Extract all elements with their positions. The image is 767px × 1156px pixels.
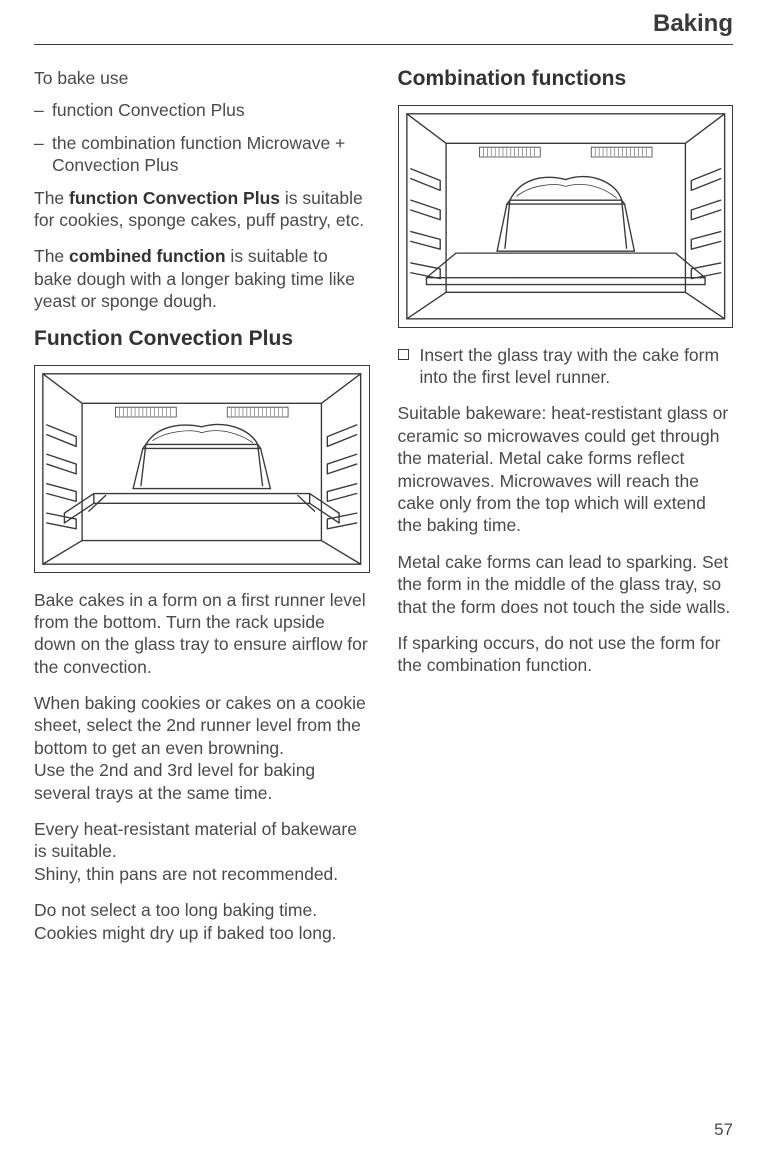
paragraph: Suitable bakeware: heat-restistant glass…	[398, 402, 734, 536]
paragraph: Every heat-resistant material of bakewar…	[34, 818, 370, 885]
oven-illustration-convection	[35, 366, 369, 572]
step-item: Insert the glass tray with the cake form…	[398, 344, 734, 389]
paragraph: The combined function is suitable to bak…	[34, 245, 370, 312]
text-bold: function Convection Plus	[69, 188, 280, 208]
left-column: To bake use function Convection Plus the…	[34, 67, 370, 958]
text-bold: combined function	[69, 246, 226, 266]
figure-convection-oven	[34, 365, 370, 573]
paragraph: Do not select a too long baking time. Co…	[34, 899, 370, 944]
paragraph: Metal cake forms can lead to sparking. S…	[398, 551, 734, 618]
text-run: The	[34, 188, 69, 208]
content-columns: To bake use function Convection Plus the…	[34, 67, 733, 958]
section-heading-combination: Combination functions	[398, 67, 734, 91]
figure-combination-oven	[398, 105, 734, 328]
paragraph: Bake cakes in a form on a first runner l…	[34, 589, 370, 679]
step-list: Insert the glass tray with the cake form…	[398, 344, 734, 389]
list-item: function Convection Plus	[34, 99, 370, 121]
section-heading-convection: Function Convection Plus	[34, 327, 370, 351]
paragraph: If sparking occurs, do not use the form …	[398, 632, 734, 677]
list-item: the combination function Microwave + Con…	[34, 132, 370, 177]
right-column: Combination functions	[398, 67, 734, 958]
page-title: Baking	[34, 10, 733, 45]
paragraph: When baking cookies or cakes on a cookie…	[34, 692, 370, 804]
paragraph: The function Convection Plus is suitable…	[34, 187, 370, 232]
intro-text: To bake use	[34, 67, 370, 89]
text-run: The	[34, 246, 69, 266]
bake-use-list: function Convection Plus the combination…	[34, 99, 370, 176]
page-number: 57	[714, 1120, 733, 1140]
oven-illustration-combination	[399, 106, 733, 327]
